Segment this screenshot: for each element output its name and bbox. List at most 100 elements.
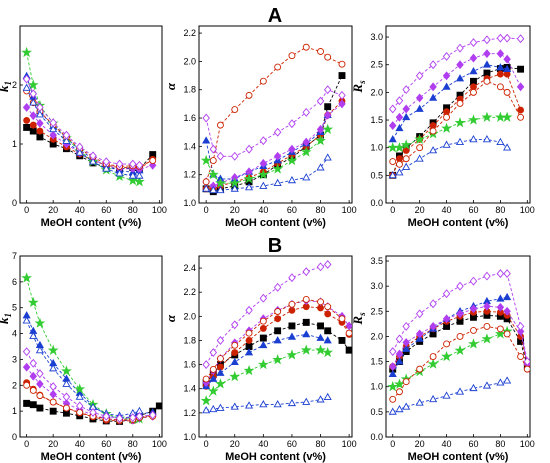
data-point: [149, 157, 157, 164]
x-axis-label: MeOH content (v%): [408, 217, 509, 229]
data-point: [323, 259, 332, 269]
data-point: [22, 362, 31, 372]
data-point: [244, 183, 254, 191]
x-tick-label: 40: [258, 205, 268, 215]
data-point: [322, 346, 334, 358]
data-point: [257, 358, 269, 370]
data-point: [470, 326, 477, 334]
x-tick-label: 40: [75, 205, 85, 215]
y-tick-label: 3: [12, 354, 17, 364]
data-point: [429, 394, 438, 403]
data-point: [216, 336, 225, 345]
data-point: [245, 144, 253, 154]
data-point: [402, 344, 411, 352]
data-point: [302, 397, 311, 405]
data-point: [273, 151, 282, 161]
data-point: [345, 346, 352, 354]
plot-frame: [19, 25, 163, 204]
data-point: [62, 136, 71, 144]
data-point: [202, 178, 210, 186]
y-tick-label: 6: [12, 277, 17, 287]
data-point: [496, 70, 504, 78]
x-tick-label: 100: [520, 439, 535, 449]
data-point: [456, 332, 464, 340]
x-tick-label: 0: [24, 205, 29, 215]
data-point: [231, 106, 239, 113]
data-point: [455, 137, 465, 146]
data-point: [288, 322, 296, 330]
y-axis-label-main: R: [350, 316, 365, 326]
data-point: [455, 74, 465, 82]
data-point: [287, 398, 297, 407]
data-point: [516, 34, 525, 44]
y-axis-label-main: k: [0, 85, 11, 92]
data-point: [302, 295, 310, 303]
data-point: [273, 282, 282, 292]
data-point: [496, 294, 505, 302]
y-tick-label: 7: [12, 251, 17, 261]
x-tick-label: 0: [24, 439, 29, 449]
data-point: [244, 348, 254, 356]
series-line: [26, 366, 153, 421]
data-point: [115, 413, 124, 423]
y-axis-label-main: α: [163, 82, 178, 90]
y-axis-label: α: [163, 82, 178, 90]
y-tick-label: 0: [12, 198, 17, 208]
y-axis-label-subscript: 1: [3, 313, 13, 318]
data-point: [22, 347, 31, 357]
plot-frame: [198, 25, 353, 204]
data-point: [36, 392, 44, 400]
data-point: [389, 395, 397, 403]
data-point: [324, 103, 332, 111]
data-point: [402, 104, 410, 114]
data-point: [442, 71, 451, 81]
data-point: [231, 320, 239, 330]
x-tick-label: 80: [495, 439, 505, 449]
data-point: [338, 90, 346, 100]
row-label-a: A: [268, 5, 282, 27]
data-point: [21, 272, 33, 283]
data-point: [441, 122, 452, 133]
y-tick-label: 1.4: [183, 384, 196, 394]
x-tick-label: 40: [442, 439, 452, 449]
y-axis-label: Rs: [350, 80, 367, 94]
data-point: [454, 344, 466, 356]
data-point: [396, 388, 403, 396]
data-point: [415, 329, 424, 339]
data-point: [34, 317, 46, 328]
y-tick-label: 2.2: [183, 287, 196, 297]
data-point: [36, 118, 44, 128]
data-point: [29, 89, 38, 99]
y-axis-label-subscript: s: [357, 80, 367, 85]
data-point: [316, 333, 325, 341]
data-point: [456, 60, 464, 70]
data-point: [36, 102, 44, 112]
x-tick-label: 60: [468, 439, 478, 449]
plot-frame: [19, 255, 163, 438]
data-point: [22, 74, 31, 84]
data-point: [345, 329, 352, 337]
data-point: [35, 110, 44, 118]
data-point: [47, 344, 59, 355]
plot-frame: [198, 255, 353, 438]
data-point: [345, 321, 352, 331]
x-tick-label: 80: [316, 439, 326, 449]
data-point: [259, 334, 267, 342]
x-tick-label: 60: [101, 439, 111, 449]
data-point: [429, 127, 437, 135]
data-point: [469, 53, 478, 63]
data-point: [288, 119, 296, 129]
data-point: [501, 111, 513, 122]
series-line: [205, 115, 329, 180]
data-point: [29, 358, 38, 368]
data-point: [468, 114, 479, 125]
y-tick-label: 2.0: [370, 87, 383, 97]
x-tick-label: 0: [204, 439, 209, 449]
data-point: [469, 135, 478, 143]
y-axis-label: k1: [0, 313, 13, 324]
data-point: [415, 309, 424, 319]
y-tick-label: 0.0: [370, 198, 383, 208]
y-tick-label: 2.2: [183, 28, 196, 38]
